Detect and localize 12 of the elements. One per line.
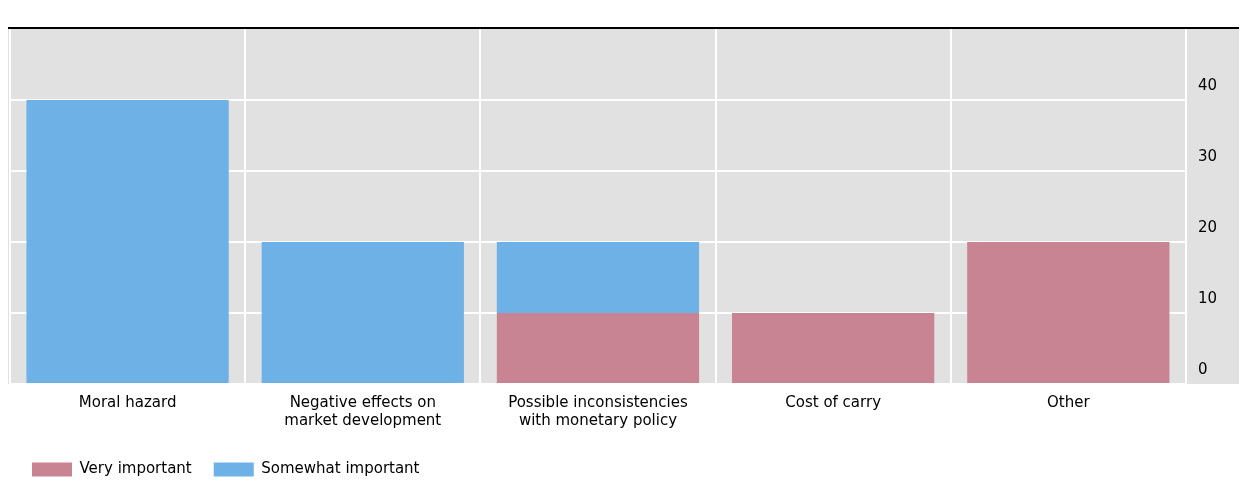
y-tick-label: 0 [1197, 359, 1208, 378]
x-tick-label: Cost of carry [785, 392, 882, 411]
legend-label: Very important [79, 459, 192, 478]
legend-label: Somewhat important [261, 459, 420, 478]
y-tick-label: 40 [1197, 75, 1218, 94]
y-tick-label: 20 [1197, 217, 1218, 236]
x-tick-label: Negative effects on market development [284, 392, 442, 429]
x-tick-label: Moral hazard [78, 392, 177, 411]
y-tick-label: 10 [1197, 288, 1218, 307]
x-tick-label: Other [1047, 392, 1091, 411]
x-tick-label: Possible inconsistencies with monetary policy [508, 392, 688, 429]
y-tick-label: 30 [1197, 146, 1218, 165]
